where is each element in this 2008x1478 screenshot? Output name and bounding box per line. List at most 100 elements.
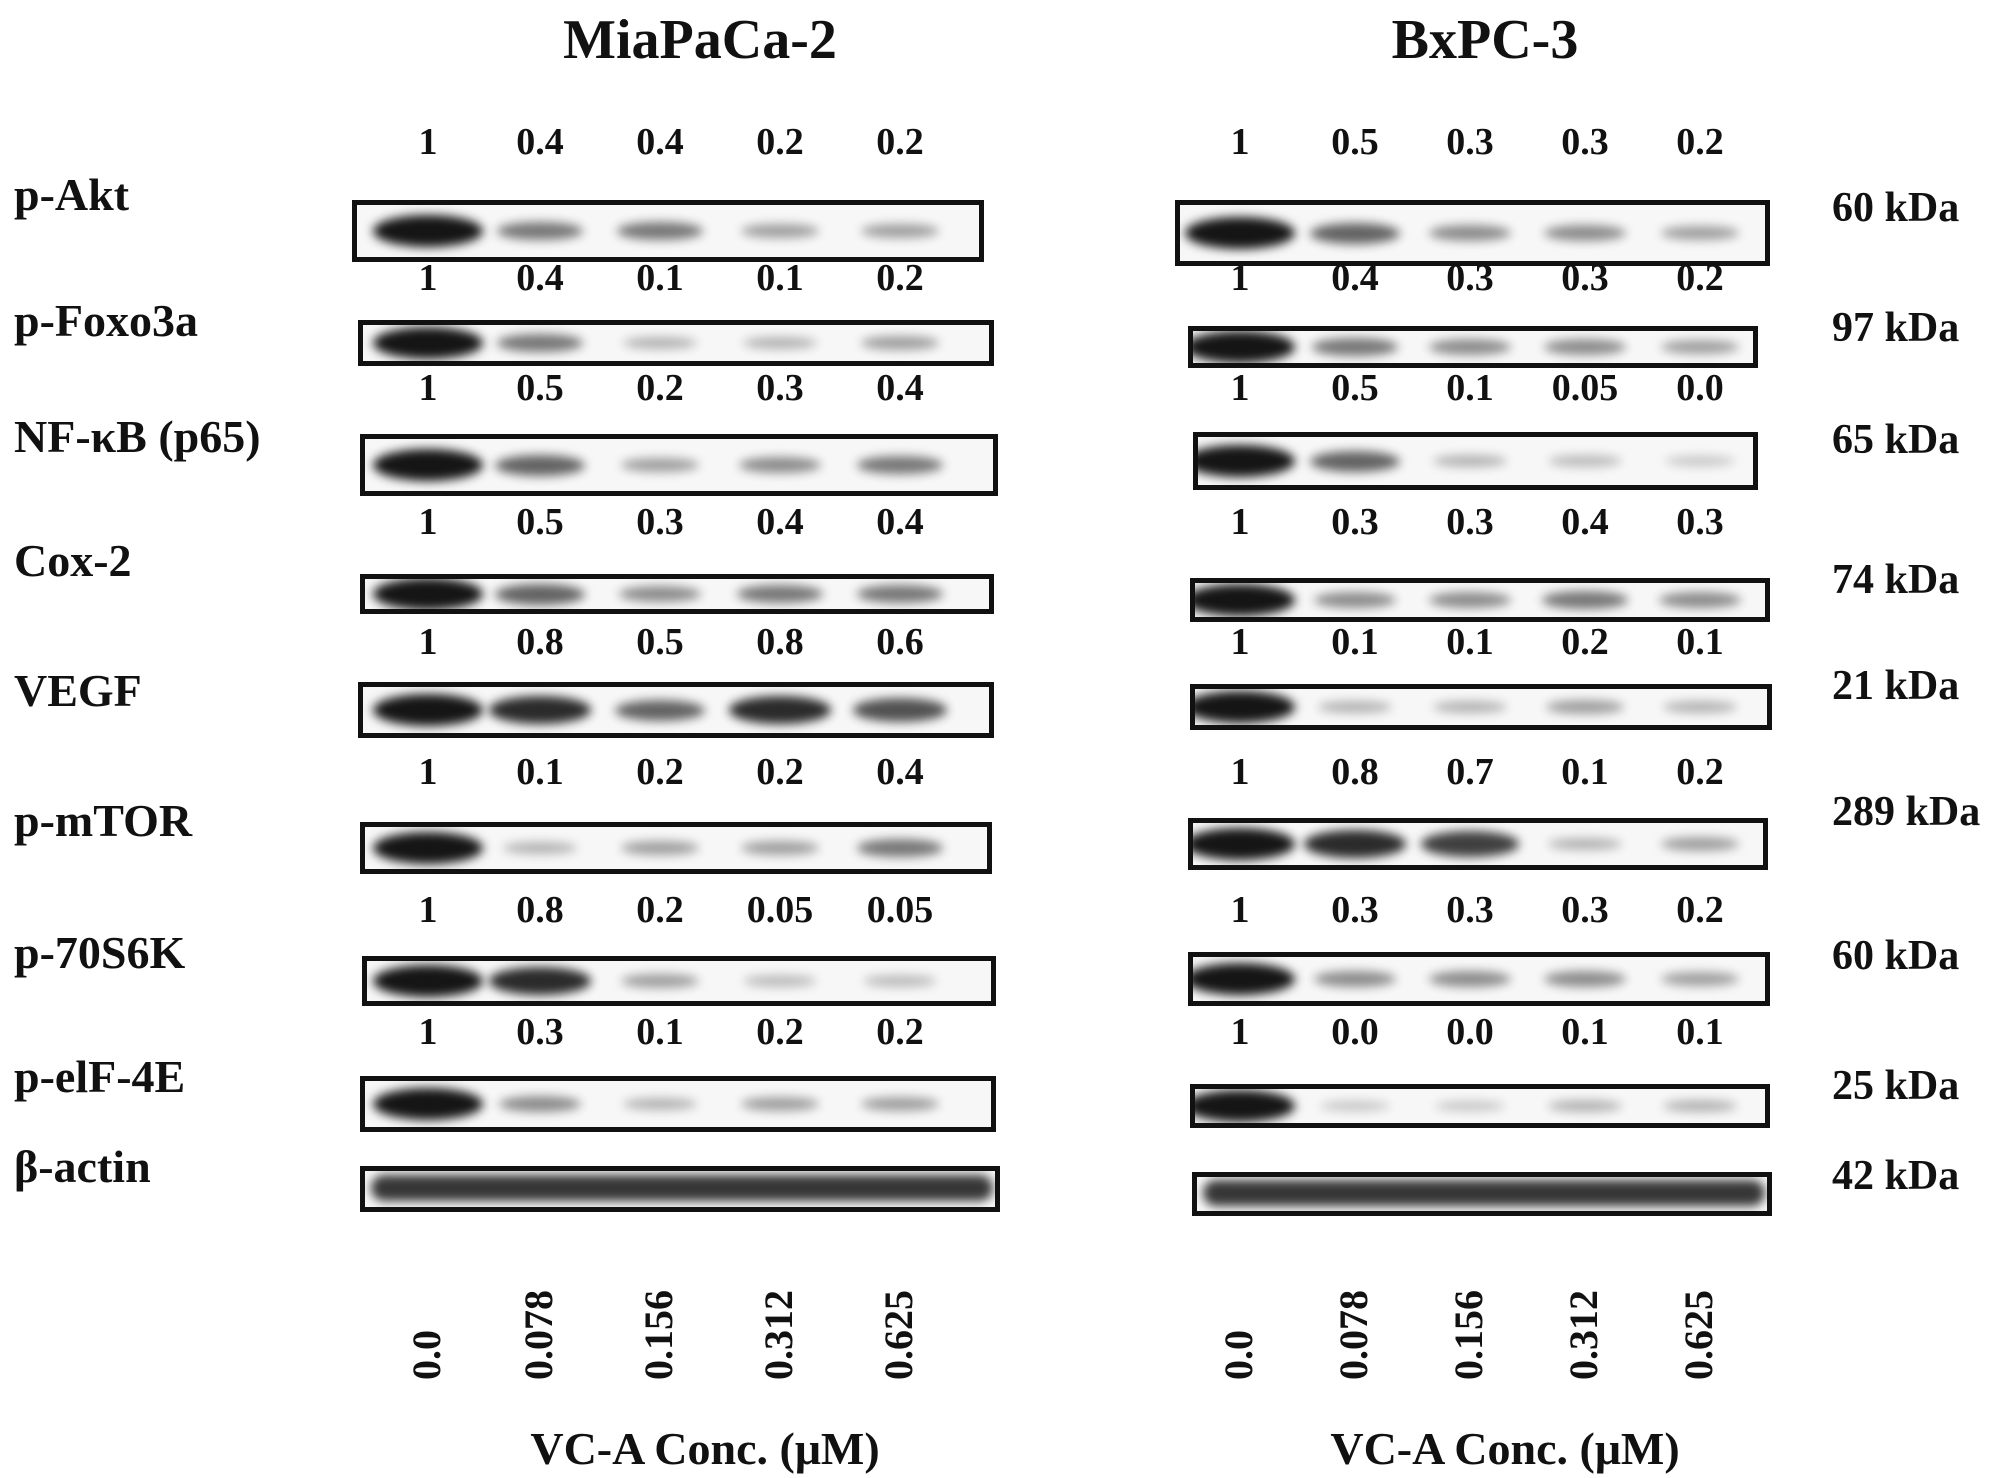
left-row-2-band bbox=[495, 454, 585, 476]
left-density-ratio: 0.2 bbox=[876, 257, 924, 299]
left-concentration-label: 0.625 bbox=[876, 1290, 921, 1380]
left-row-0-band bbox=[861, 223, 939, 239]
molecular-weight-label: 74 kDa bbox=[1832, 557, 1960, 603]
left-density-ratio: 0.8 bbox=[516, 621, 564, 663]
left-density-ratio: 0.3 bbox=[756, 367, 804, 409]
right-row-0-band bbox=[1429, 224, 1511, 242]
left-density-ratio: 0.5 bbox=[636, 621, 684, 663]
protein-label: p-mTOR bbox=[14, 795, 193, 846]
right-density-ratio: 0.0 bbox=[1446, 1011, 1494, 1053]
left-row-7-band bbox=[623, 1097, 697, 1111]
right-row-1-blot-box bbox=[1188, 326, 1758, 368]
right-row-5-band bbox=[1548, 837, 1622, 851]
left-density-ratio: 0.4 bbox=[516, 121, 564, 163]
left-row-7-band bbox=[499, 1095, 581, 1113]
right-density-ratio: 0.2 bbox=[1676, 121, 1724, 163]
left-density-ratio: 1 bbox=[418, 121, 438, 163]
right-row-1-band bbox=[1193, 331, 1295, 363]
right-row-5-band bbox=[1421, 831, 1519, 857]
protein-label: p-Akt bbox=[14, 169, 130, 220]
right-row-2-band bbox=[1310, 450, 1400, 472]
right-density-ratio: 0.3 bbox=[1446, 501, 1494, 543]
right-density-ratio: 0.1 bbox=[1446, 367, 1494, 409]
protein-label: VEGF bbox=[14, 665, 142, 716]
left-density-ratio: 1 bbox=[418, 1011, 438, 1053]
left-density-ratio: 0.4 bbox=[876, 501, 924, 543]
left-density-ratio: 1 bbox=[418, 501, 438, 543]
left-density-ratio: 1 bbox=[418, 751, 438, 793]
right-row-4-band bbox=[1318, 700, 1392, 714]
left-row-2-blot-box bbox=[360, 434, 998, 496]
right-density-ratio: 0.3 bbox=[1561, 889, 1609, 931]
right-density-ratio: 0.4 bbox=[1561, 501, 1609, 543]
right-density-ratio: 0.3 bbox=[1331, 889, 1379, 931]
right-row-4-band bbox=[1195, 691, 1295, 723]
right-density-ratio: 0.0 bbox=[1331, 1011, 1379, 1053]
left-row-1-band bbox=[743, 336, 817, 350]
left-density-ratio: 1 bbox=[418, 889, 438, 931]
left-density-ratio: 0.1 bbox=[636, 257, 684, 299]
right-panel-title: BxPC-3 bbox=[1391, 9, 1579, 71]
right-row-1-band bbox=[1661, 339, 1739, 355]
right-density-ratio: 1 bbox=[1230, 257, 1250, 299]
molecular-weight-label: 60 kDa bbox=[1832, 185, 1960, 231]
left-density-ratio: 0.8 bbox=[756, 621, 804, 663]
left-density-ratio: 0.4 bbox=[876, 751, 924, 793]
right-row-4-band bbox=[1663, 700, 1737, 714]
left-row-4-blot-box bbox=[358, 682, 994, 738]
right-row-1-band bbox=[1312, 337, 1398, 357]
left-density-ratio: 0.05 bbox=[746, 889, 814, 931]
left-row-3-blot-box bbox=[360, 574, 994, 614]
left-row-1-band bbox=[861, 335, 939, 351]
right-row-4-band bbox=[1433, 700, 1507, 714]
molecular-weight-label: 97 kDa bbox=[1832, 305, 1960, 351]
left-density-ratio: 0.4 bbox=[876, 367, 924, 409]
left-row-0-band bbox=[497, 221, 583, 241]
molecular-weight-label: 42 kDa bbox=[1832, 1153, 1960, 1199]
right-density-ratio: 0.5 bbox=[1331, 121, 1379, 163]
right-density-ratio: 0.2 bbox=[1676, 257, 1724, 299]
left-concentration-label: 0.156 bbox=[636, 1290, 681, 1380]
right-density-ratio: 1 bbox=[1230, 1011, 1250, 1053]
right-density-ratio: 0.2 bbox=[1561, 621, 1609, 663]
right-concentration-label: 0.312 bbox=[1561, 1290, 1606, 1380]
left-row-6-band bbox=[864, 975, 936, 987]
left-row-5-band bbox=[741, 840, 819, 856]
left-density-ratio: 1 bbox=[418, 257, 438, 299]
right-row-7-band bbox=[1320, 1101, 1390, 1111]
left-row-0-blot-box bbox=[352, 200, 984, 262]
left-row-2-band bbox=[621, 457, 699, 473]
right-row-7-band bbox=[1663, 1099, 1737, 1113]
left-row-4-band bbox=[853, 698, 947, 722]
right-density-ratio: 1 bbox=[1230, 367, 1250, 409]
right-row-6-band bbox=[1661, 971, 1739, 987]
right-density-ratio: 1 bbox=[1230, 889, 1250, 931]
left-row-4-band bbox=[729, 696, 831, 724]
right-row-3-band bbox=[1314, 591, 1396, 609]
left-row-4-band bbox=[373, 694, 483, 726]
right-density-ratio: 0.3 bbox=[1446, 121, 1494, 163]
molecular-weight-label: 25 kDa bbox=[1832, 1063, 1960, 1109]
left-density-ratio: 0.6 bbox=[876, 621, 924, 663]
right-density-ratio: 0.05 bbox=[1551, 367, 1619, 409]
right-row-8-blot-box bbox=[1192, 1172, 1772, 1216]
left-row-2-band bbox=[857, 455, 943, 475]
left-density-ratio: 0.3 bbox=[516, 1011, 564, 1053]
left-row-1-band bbox=[497, 333, 583, 353]
molecular-weight-label: 21 kDa bbox=[1832, 663, 1960, 709]
right-row-5-band bbox=[1661, 836, 1739, 852]
right-row-2-blot-box bbox=[1193, 432, 1758, 490]
left-row-5-band bbox=[621, 840, 699, 856]
left-row-8-actin-band bbox=[371, 1175, 993, 1201]
right-x-axis-label: VC-A Conc. (μM) bbox=[1330, 1423, 1680, 1474]
left-x-axis-label: VC-A Conc. (μM) bbox=[530, 1423, 880, 1474]
left-row-5-band bbox=[373, 832, 483, 864]
left-row-5-band bbox=[503, 841, 577, 855]
left-concentration-label: 0.312 bbox=[756, 1290, 801, 1380]
protein-label: p-Foxo3a bbox=[14, 295, 198, 346]
right-density-ratio: 1 bbox=[1230, 751, 1250, 793]
right-row-6-band bbox=[1193, 963, 1295, 995]
right-density-ratio: 0.3 bbox=[1561, 121, 1609, 163]
left-row-3-band bbox=[857, 584, 943, 604]
molecular-weight-label: 65 kDa bbox=[1832, 417, 1960, 463]
